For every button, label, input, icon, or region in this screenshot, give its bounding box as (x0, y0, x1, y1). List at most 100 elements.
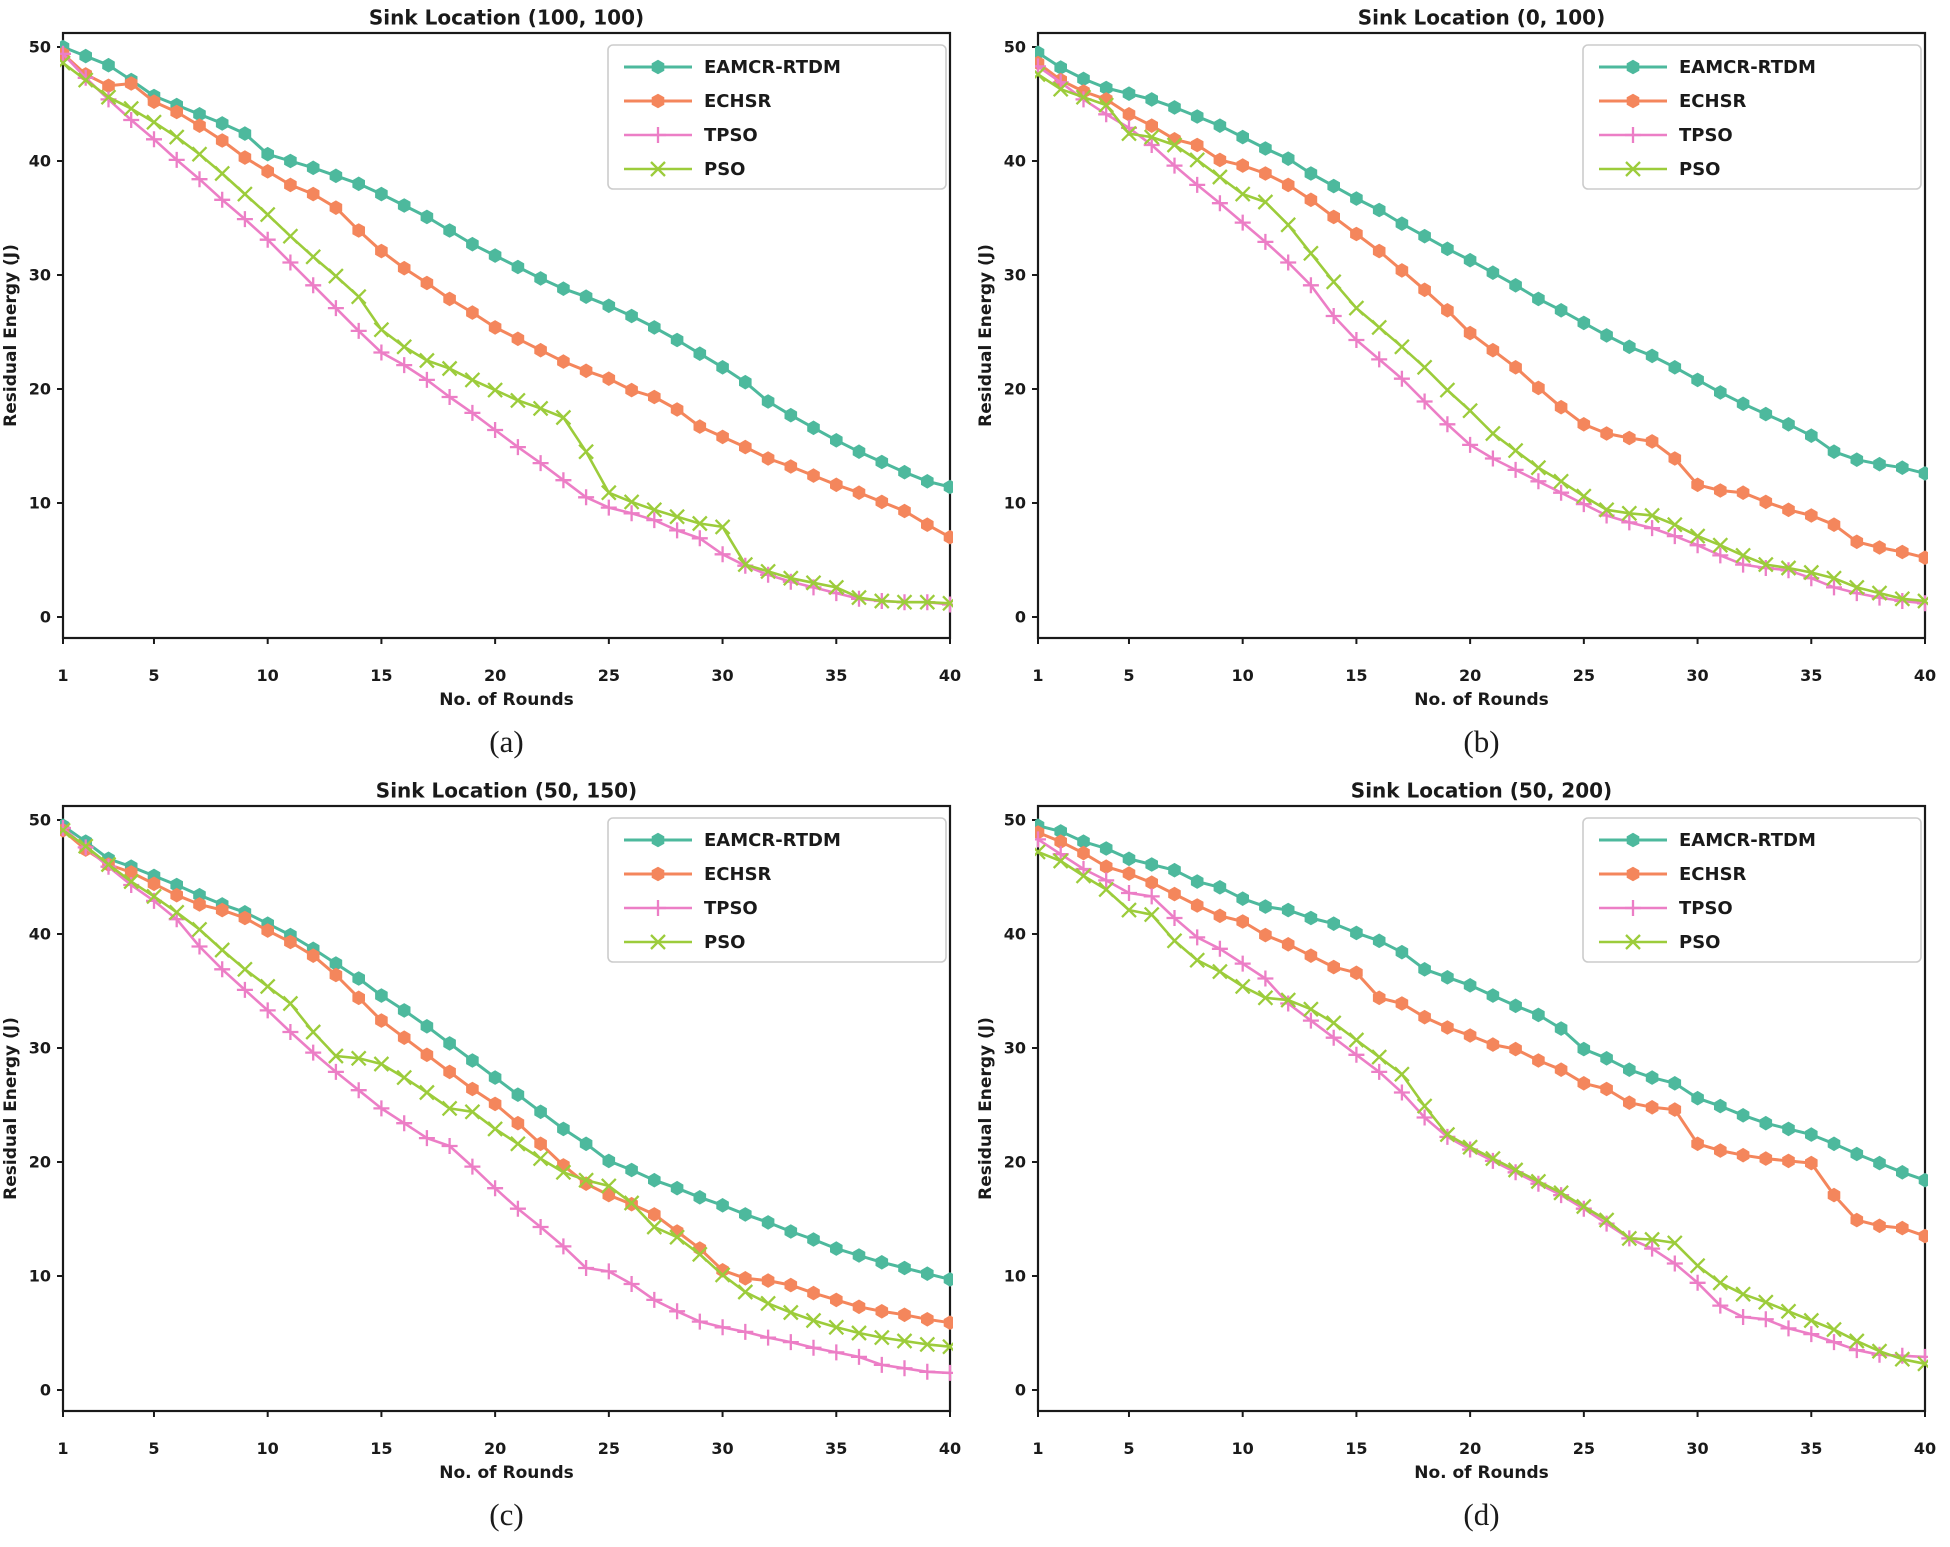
x-marker (1553, 1184, 1569, 1201)
hexagon-marker (1600, 328, 1613, 343)
hexagon-marker (1668, 1076, 1682, 1091)
hexagon-marker (1626, 832, 1640, 848)
hexagon-marker (1759, 1115, 1773, 1131)
hexagon-marker (1327, 209, 1340, 225)
hexagon-marker (124, 865, 138, 880)
x-tick-label: 30 (711, 666, 733, 685)
legend-label: TPSO (1679, 125, 1733, 146)
x-marker (1189, 152, 1206, 168)
plus-marker (305, 1044, 322, 1061)
hexagon-marker (375, 243, 388, 259)
plus-marker (123, 112, 140, 128)
plus-marker (396, 1115, 413, 1132)
plus-marker (396, 357, 413, 374)
hexagon-marker (352, 176, 365, 192)
x-axis-label: No. of Rounds (1414, 690, 1549, 710)
plus-marker (1234, 955, 1251, 972)
hexagon-marker (784, 1277, 798, 1293)
legend-item-eamcr-rtdm: EAMCR-RTDM (624, 830, 841, 851)
hexagon-marker (1122, 866, 1136, 881)
hexagon-marker (193, 107, 206, 122)
hexagon-marker (1827, 1187, 1841, 1203)
plus-marker (168, 151, 185, 168)
hexagon-marker (1873, 456, 1886, 472)
hexagon-marker (352, 990, 365, 1006)
plus-marker (418, 1130, 435, 1147)
plus-marker (760, 1329, 777, 1346)
x-marker (1803, 1312, 1820, 1329)
hexagon-marker (1509, 360, 1522, 375)
plus-marker (782, 573, 799, 590)
plus-marker (441, 1138, 458, 1154)
hexagon-marker (1918, 550, 1928, 565)
hexagon-marker (1099, 80, 1113, 96)
x-tick-label: 40 (1914, 666, 1936, 685)
x-marker (805, 1312, 822, 1329)
y-tick-label: 10 (29, 1267, 51, 1286)
hexagon-marker (1304, 948, 1318, 963)
hexagon-marker (511, 1087, 525, 1102)
plus-marker (828, 1344, 845, 1361)
hexagon-marker (1372, 933, 1386, 949)
hexagon-marker (1304, 192, 1318, 208)
series-markers-echsr (60, 823, 953, 1330)
x-marker (464, 372, 481, 388)
plus-marker (1826, 579, 1842, 596)
hexagon-marker (579, 363, 593, 379)
hexagon-marker (1077, 71, 1090, 87)
plus-marker (714, 1319, 731, 1336)
hexagon-marker (215, 116, 229, 131)
hexagon-marker (651, 59, 665, 75)
x-marker (100, 89, 117, 106)
hexagon-marker (1190, 137, 1204, 153)
hexagon-marker (1168, 862, 1181, 878)
x-tick-label: 35 (1800, 1439, 1822, 1458)
hexagon-marker (1736, 485, 1750, 500)
y-tick-label: 20 (1004, 380, 1026, 399)
series-markers-pso (60, 55, 953, 612)
hexagon-marker (170, 887, 183, 903)
x-marker (1416, 1098, 1433, 1114)
legend-box (607, 817, 947, 963)
x-marker (373, 1056, 390, 1072)
hexagon-marker (511, 259, 525, 275)
hexagon-marker (1441, 970, 1454, 985)
hexagon-marker (784, 1224, 798, 1239)
hexagon-marker (306, 160, 320, 176)
hexagon-marker (1691, 477, 1704, 493)
plus-marker (60, 820, 71, 836)
plus-marker (1735, 556, 1752, 573)
hexagon-marker (488, 320, 502, 335)
hexagon-marker (193, 118, 206, 133)
hexagon-marker (1077, 845, 1090, 861)
plus-marker (1098, 106, 1115, 123)
hexagon-marker (1236, 129, 1249, 145)
plus-marker (1098, 872, 1115, 889)
plus-marker (214, 191, 231, 208)
hexagon-marker (1600, 1051, 1613, 1066)
plus-marker (1625, 127, 1641, 143)
hexagon-marker (443, 223, 456, 238)
legend-item-echsr: ECHSR (624, 91, 772, 112)
plus-marker (1393, 370, 1410, 387)
x-marker (100, 856, 117, 873)
plus-marker (669, 522, 686, 539)
hexagon-marker (693, 419, 707, 434)
plus-marker (1257, 233, 1274, 250)
hexagon-marker (1486, 988, 1500, 1003)
series-layer (1035, 45, 1928, 612)
y-tick-label: 20 (29, 1153, 51, 1172)
series-markers-eamcr-rtdm (60, 818, 953, 1287)
series-line-pso (1036, 850, 1927, 1366)
series-markers-tpso (60, 820, 953, 1381)
x-marker (441, 1100, 458, 1117)
hexagon-marker (651, 866, 665, 882)
hexagon-marker (534, 271, 547, 286)
x-marker (1462, 1139, 1478, 1156)
hexagon-marker (1623, 430, 1636, 446)
x-marker (487, 1121, 503, 1137)
hexagon-marker (1054, 834, 1067, 849)
x-marker (146, 888, 162, 905)
plus-marker (1666, 1255, 1683, 1272)
series-line-echsr (61, 828, 952, 1325)
